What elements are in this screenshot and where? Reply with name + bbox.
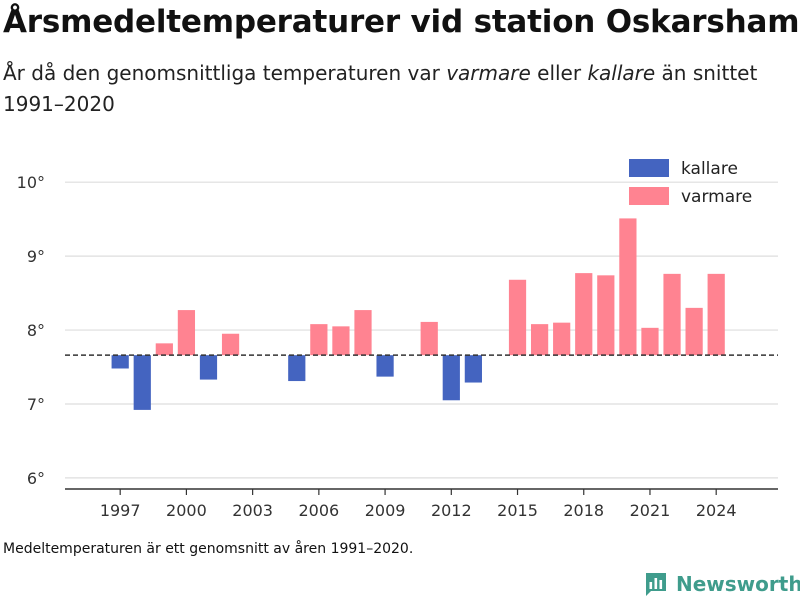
bar-warmer-2016 xyxy=(530,324,549,356)
y-tick-label: 10° xyxy=(17,173,45,192)
bar-warmer-2008 xyxy=(354,310,372,356)
bar-warmer-1999 xyxy=(155,343,173,356)
x-tick-label: 2009 xyxy=(365,501,406,520)
bar-colder-2013 xyxy=(464,355,482,383)
bar-warmer-2007 xyxy=(332,326,350,356)
subtitle-warm-word: varmare xyxy=(446,61,531,85)
bar-warmer-2021 xyxy=(641,327,659,356)
bar-colder-2005 xyxy=(288,355,306,382)
legend-swatch-varmare xyxy=(629,187,669,205)
chart-title: Årsmedeltemperaturer vid station Oskarsh… xyxy=(3,4,800,40)
legend-label-kallare: kallare xyxy=(681,159,738,179)
bar-warmer-2022 xyxy=(663,273,681,356)
temperature-bar-chart: 6° 7° 8° 9° 10° 1997 2000 2003 2006 2009 2012 2015 2… xyxy=(17,159,778,520)
newsworthy-chart-icon xyxy=(646,573,666,596)
x-tick-label: 1997 xyxy=(100,501,141,520)
newsworthy-logo[interactable]: Newsworthy xyxy=(644,569,800,599)
bar-warmer-2015 xyxy=(508,279,527,356)
subtitle-text-end: än snittet 1991–2020 xyxy=(3,61,758,116)
brand-name: Newsworthy xyxy=(676,572,800,596)
bar-warmer-2018 xyxy=(575,273,593,356)
x-tick-label: 2000 xyxy=(166,501,207,520)
bar-warmer-2002 xyxy=(221,333,240,356)
bar-warmer-2019 xyxy=(597,275,615,356)
footnote: Medeltemperaturen är ett genomsnitt av å… xyxy=(3,541,414,557)
subtitle-text-middle: eller xyxy=(530,61,588,85)
bar-colder-1998 xyxy=(133,355,151,410)
bar-colder-2012 xyxy=(442,355,460,401)
bar-colder-1997 xyxy=(111,355,129,369)
bar-warmer-2000 xyxy=(177,310,196,356)
bar-warmer-2023 xyxy=(685,307,703,356)
chart-subtitle: År då den genomsnittliga temperaturen va… xyxy=(3,58,793,120)
x-tick-label: 2021 xyxy=(630,501,671,520)
x-tick-label: 2018 xyxy=(563,501,604,520)
bar-warmer-2006 xyxy=(310,324,328,356)
bar-warmer-2024 xyxy=(707,273,725,356)
bar-colder-2009 xyxy=(376,355,394,377)
y-tick-label: 6° xyxy=(27,469,45,488)
subtitle-text-start: År då den genomsnittliga temperaturen va… xyxy=(3,61,447,85)
x-tick-label: 2012 xyxy=(431,501,472,520)
y-tick-label: 7° xyxy=(27,395,45,414)
bar-colder-2001 xyxy=(199,355,218,380)
subtitle-cold-word: kallare xyxy=(587,61,656,85)
bar-warmer-2017 xyxy=(553,322,571,356)
bar-warmer-2011 xyxy=(420,321,438,356)
x-tick-label: 2024 xyxy=(696,501,737,520)
y-tick-label: 9° xyxy=(27,247,45,266)
bar-warmer-2020 xyxy=(619,218,637,356)
x-tick-label: 2003 xyxy=(232,501,273,520)
x-tick-label: 2015 xyxy=(497,501,538,520)
legend-label-varmare: varmare xyxy=(681,187,752,207)
x-tick-label: 2006 xyxy=(298,501,339,520)
legend-swatch-kallare xyxy=(629,159,669,177)
y-tick-label: 8° xyxy=(27,321,45,340)
